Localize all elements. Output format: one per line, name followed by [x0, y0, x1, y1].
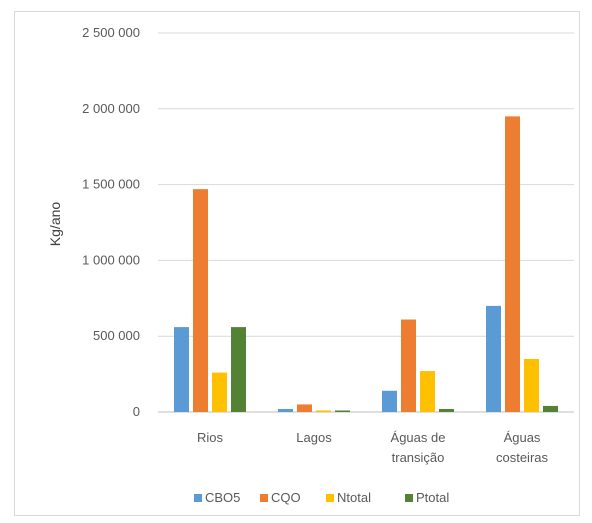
bar-ptotal [335, 410, 350, 412]
bar-ptotal [231, 327, 246, 412]
legend-swatch-cbo5 [194, 494, 202, 502]
legend: CBO5 CQO Ntotal Ptotal [194, 490, 449, 505]
bar-ntotal [212, 372, 227, 412]
y-tick-label: 500 000 [93, 328, 140, 343]
legend-label-cqo: CQO [271, 490, 301, 505]
x-tick-label: Rios [197, 430, 224, 445]
x-tick-label: costeiras [496, 450, 549, 465]
y-tick-label: 2 500 000 [82, 25, 140, 40]
bar-cqo [193, 189, 208, 412]
bar-cbo5 [382, 390, 397, 412]
x-axis-ticks: Rios Lagos Águas de transição Águas costeiras [197, 430, 549, 465]
bar-ntotal [420, 371, 435, 412]
legend-label-ptotal: Ptotal [416, 490, 449, 505]
bar-cbo5 [486, 305, 501, 412]
legend-label-ntotal: Ntotal [337, 490, 371, 505]
gridlines [158, 32, 574, 413]
bar-ptotal [543, 405, 558, 412]
bar-cqo [505, 116, 520, 412]
legend-swatch-ptotal [405, 494, 413, 502]
y-tick-label: 0 [133, 404, 140, 419]
chart-frame [14, 11, 580, 516]
y-tick-label: 2 000 000 [82, 101, 140, 116]
bar-cbo5 [174, 327, 189, 412]
y-axis-label: Kg/ano [47, 202, 63, 247]
bar-ntotal [524, 358, 539, 412]
x-tick-label: Águas [504, 430, 541, 445]
y-tick-label: 1 500 000 [82, 177, 140, 192]
legend-swatch-cqo [260, 494, 268, 502]
y-axis-ticks: 0 500 000 1 000 000 1 500 000 2 000 000 2 500… [82, 25, 140, 419]
bar-cbo5 [278, 408, 293, 412]
bars [174, 116, 558, 412]
bar-ntotal [316, 410, 331, 412]
y-tick-label: 1 000 000 [82, 252, 140, 267]
bar-ptotal [439, 408, 454, 412]
bar-cqo [297, 404, 312, 412]
legend-label-cbo5: CBO5 [205, 490, 240, 505]
x-tick-label: transição [392, 450, 445, 465]
x-tick-label: Lagos [296, 430, 332, 445]
legend-swatch-ntotal [326, 494, 334, 502]
x-tick-label: Águas de [391, 430, 446, 445]
bar-cqo [401, 319, 416, 412]
